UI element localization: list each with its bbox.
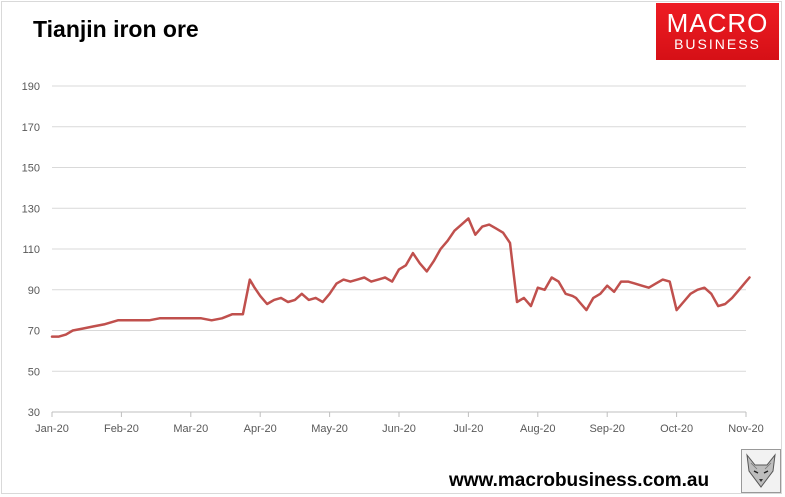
logo-line-1: MACRO bbox=[666, 8, 769, 38]
x-tick-label: Sep-20 bbox=[589, 423, 624, 435]
y-tick-label: 50 bbox=[28, 366, 40, 378]
logo-line-2: BUSINESS bbox=[674, 36, 761, 52]
x-tick-label: Apr-20 bbox=[244, 423, 277, 435]
x-tick-label: Jul-20 bbox=[453, 423, 483, 435]
y-tick-label: 170 bbox=[22, 122, 40, 134]
iron-ore-price-line bbox=[50, 217, 751, 338]
x-tick-label: Mar-20 bbox=[173, 423, 208, 435]
y-tick-label: 90 bbox=[28, 285, 40, 297]
y-tick-label: 30 bbox=[28, 407, 40, 419]
x-tick-label: May-20 bbox=[311, 423, 348, 435]
x-tick-label: Jun-20 bbox=[382, 423, 416, 435]
y-tick-label: 110 bbox=[22, 244, 40, 256]
chart-title: Tianjin iron ore bbox=[33, 16, 199, 42]
x-tick-label: Aug-20 bbox=[520, 423, 555, 435]
x-tick-label: Jan-20 bbox=[35, 423, 69, 435]
x-tick-label: Feb-20 bbox=[104, 423, 139, 435]
y-tick-labels: 30 50 70 90 110 130 150 170 190 bbox=[22, 81, 40, 419]
y-tick-label: 150 bbox=[22, 163, 40, 175]
x-axis bbox=[51, 411, 747, 417]
macrobusiness-logo: MACRO BUSINESS bbox=[656, 3, 779, 60]
x-tick-labels: Jan-20 Feb-20 Mar-20 Apr-20 May-20 Jun-20 Jul-… bbox=[35, 423, 764, 435]
x-tick-label: Oct-20 bbox=[660, 423, 693, 435]
x-tick-label: Nov-20 bbox=[728, 423, 763, 435]
fox-logo-icon bbox=[741, 449, 781, 493]
website-url: www.macrobusiness.com.au bbox=[449, 470, 710, 491]
y-tick-label: 190 bbox=[22, 81, 40, 93]
y-tick-label: 130 bbox=[22, 203, 40, 215]
y-tick-label: 70 bbox=[28, 326, 40, 338]
gridlines bbox=[52, 85, 746, 372]
series-line bbox=[50, 217, 751, 338]
